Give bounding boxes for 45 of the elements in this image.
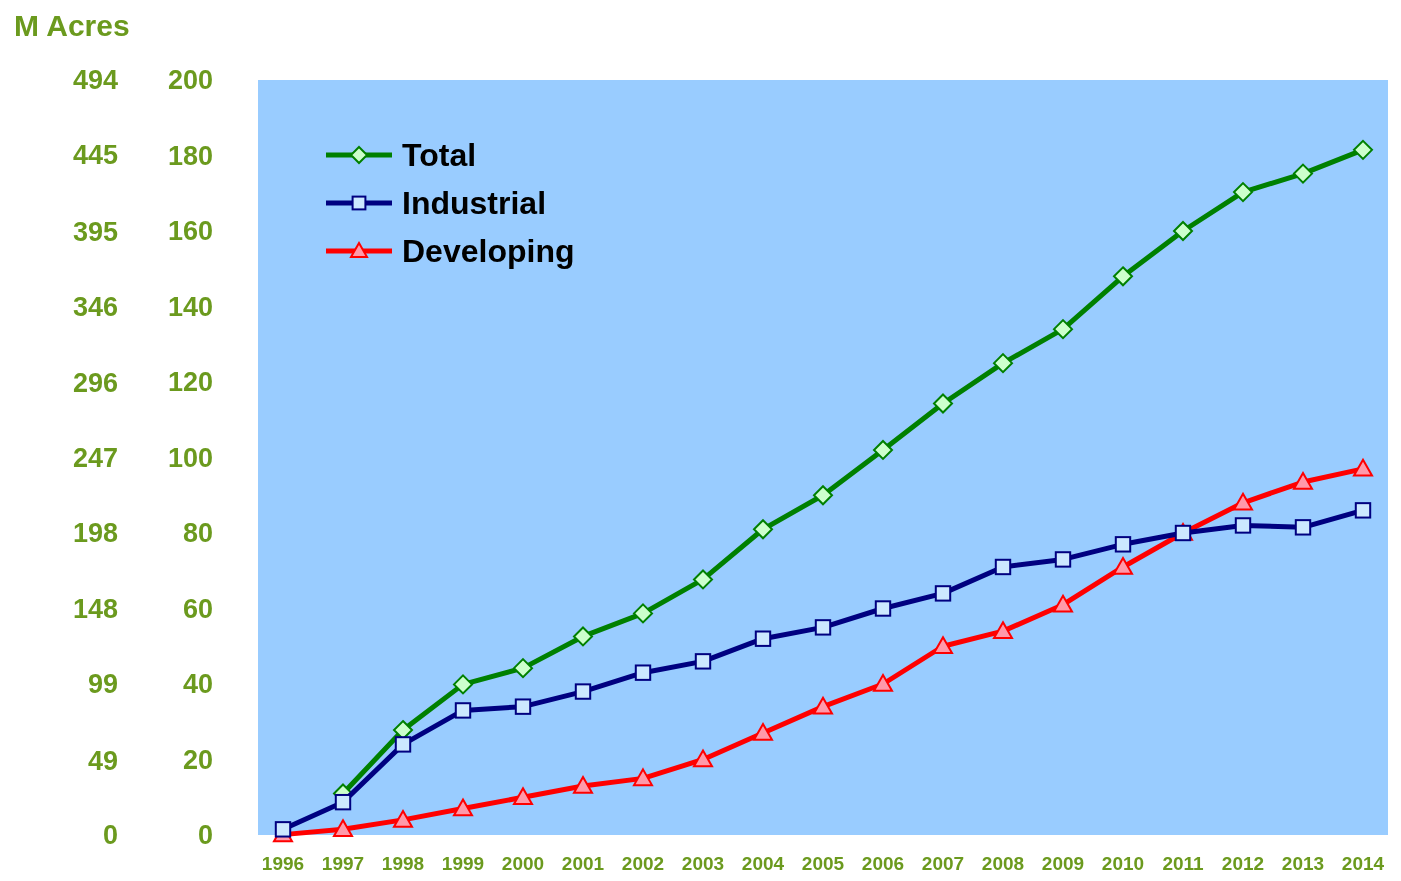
- y2-axis-title: M Acres: [14, 9, 130, 42]
- x-tick-label: 1999: [441, 853, 485, 874]
- y2-tick-label: 395: [72, 216, 118, 247]
- x-tick-label: 1997: [321, 853, 365, 874]
- x-tick-label: 2009: [1041, 853, 1085, 874]
- x-tick-label: 1998: [381, 853, 425, 874]
- y-tick-label: 80: [182, 518, 213, 549]
- x-tick-label: 2014: [1341, 853, 1385, 874]
- x-tick-label: 2003: [681, 853, 725, 874]
- y-tick-label: 60: [182, 593, 213, 624]
- y-tick-label: 100: [167, 442, 213, 473]
- y-tick-label: 20: [182, 744, 213, 775]
- x-tick-label: 2004: [741, 853, 785, 874]
- y2-tick-label: 49: [87, 745, 118, 776]
- x-tick-label: 2001: [561, 853, 605, 874]
- y-tick-label: 120: [167, 367, 213, 398]
- legend-label: Industrial: [402, 185, 547, 222]
- y2-tick-label: 445: [72, 140, 118, 171]
- y2-tick-label: 0: [102, 820, 118, 851]
- y-tick-label: 160: [167, 216, 213, 247]
- y-tick-label: 40: [182, 669, 213, 700]
- x-tick-label: 2002: [621, 853, 665, 874]
- legend-label: Total: [402, 137, 477, 174]
- y2-tick-label: 494: [72, 65, 118, 96]
- y2-tick-label: 198: [72, 517, 118, 548]
- x-tick-label: 2013: [1281, 853, 1325, 874]
- legend-label: Developing: [402, 233, 575, 270]
- y2-tick-label: 99: [87, 669, 118, 700]
- y2-tick-label: 247: [72, 442, 118, 473]
- y2-tick-label: 148: [72, 594, 118, 625]
- x-tick-label: 2007: [921, 853, 965, 874]
- x-tick-label: 1996: [261, 853, 305, 874]
- y-tick-label: 140: [167, 291, 213, 322]
- y-tick-label: 180: [167, 140, 213, 171]
- x-tick-label: 2005: [801, 853, 845, 874]
- x-tick-label: 2012: [1221, 853, 1265, 874]
- y-tick-label: 200: [167, 65, 213, 96]
- x-tick-label: 2008: [981, 853, 1025, 874]
- y2-tick-label: 296: [72, 368, 118, 399]
- x-tick-label: 2000: [501, 853, 545, 874]
- y2-tick-label: 346: [72, 291, 118, 322]
- x-tick-label: 2010: [1101, 853, 1145, 874]
- x-tick-label: 2011: [1162, 853, 1205, 874]
- y-tick-label: 0: [197, 820, 213, 851]
- x-tick-label: 2006: [861, 853, 905, 874]
